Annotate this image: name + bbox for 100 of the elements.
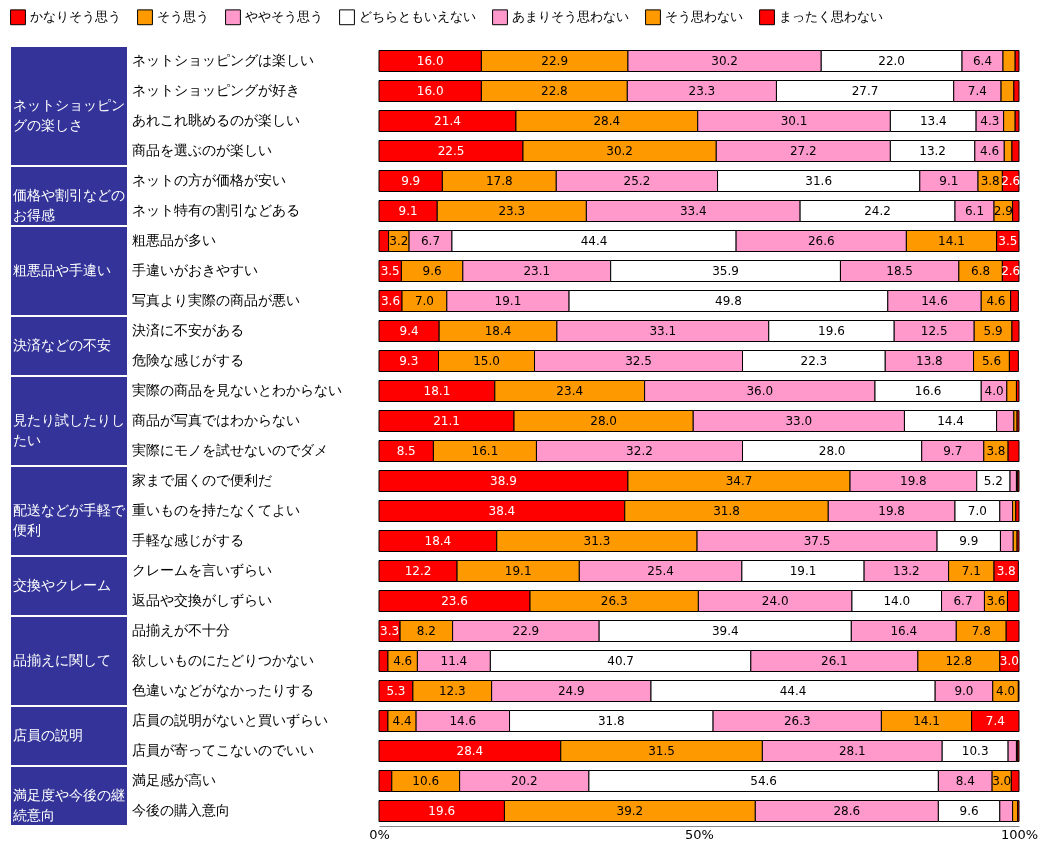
data-label: 3.8 <box>986 444 1006 458</box>
data-label: 20.2 <box>510 774 538 788</box>
data-label: 15.0 <box>473 354 500 368</box>
data-label: 26.3 <box>783 714 811 728</box>
data-label: 23.1 <box>523 264 551 278</box>
y-tick-label: 品揃えが不十分 <box>131 622 230 638</box>
data-label: 11.4 <box>440 654 468 668</box>
data-label: 30.1 <box>780 114 808 128</box>
data-label: 35.9 <box>712 264 739 278</box>
data-label: 19.1 <box>504 564 532 578</box>
legend-label: ややそう思う <box>245 9 323 25</box>
legend-label: そう思う <box>157 9 209 25</box>
legend-label: まったく思わない <box>779 9 883 25</box>
data-label: 14.4 <box>937 414 964 428</box>
data-label: 31.8 <box>713 504 740 518</box>
data-label: 22.5 <box>437 144 465 158</box>
y-tick-label: 店員が寄ってこないのでいい <box>131 742 314 758</box>
data-label: 54.6 <box>750 774 777 788</box>
data-label: 3.0 <box>999 654 1019 668</box>
data-label: 14.6 <box>921 294 948 308</box>
y-tick-label: 商品が写真ではわからない <box>131 412 300 428</box>
text: 粗悪品や手違い <box>13 262 111 278</box>
data-label: 28.4 <box>456 744 484 758</box>
data-label: 24.2 <box>864 204 891 218</box>
text: 価格や割引などのお得感 <box>13 187 125 223</box>
y-tick-label: 写真より実際の商品が悪い <box>131 292 300 308</box>
data-label: 7.4 <box>985 714 1005 728</box>
data-label: 39.4 <box>711 624 739 638</box>
data-label: 3.6 <box>380 294 401 308</box>
text: 決済などの不安 <box>13 337 111 353</box>
data-label: 33.0 <box>785 414 813 428</box>
data-label: 23.6 <box>441 594 468 608</box>
y-tick-label: 店員の説明がないと買いずらい <box>131 712 328 728</box>
data-label: 4.6 <box>393 654 413 668</box>
data-label: 14.0 <box>883 594 911 608</box>
y-tick-label: 今後の購入意向 <box>131 802 230 818</box>
y-tick-label: 手違いがおきやすい <box>131 262 258 278</box>
data-label: 33.1 <box>649 324 677 338</box>
data-label: 6.4 <box>972 54 993 68</box>
data-label: 7.8 <box>971 624 991 638</box>
data-label: 23.3 <box>498 204 526 218</box>
data-label: 23.4 <box>556 384 584 398</box>
data-label: 13.2 <box>893 564 920 578</box>
y-tick-label: クレームを言いずらい <box>131 562 272 578</box>
x-tick-label: 100% <box>1000 826 1039 842</box>
data-label: 2.9 <box>993 204 1013 218</box>
data-label: 14.1 <box>938 234 965 248</box>
data-label: 18.4 <box>484 324 512 338</box>
data-label: 8.2 <box>416 624 436 638</box>
text: 見たり試したりしたい <box>13 412 125 448</box>
data-label: 9.9 <box>959 534 979 548</box>
data-label: 21.4 <box>434 114 461 128</box>
text: 品揃えに関して <box>13 652 111 668</box>
data-label: 30.2 <box>606 144 633 158</box>
data-label: 18.4 <box>424 534 452 548</box>
data-label: 22.9 <box>512 624 540 638</box>
y-tick-label: 返品や交換がしずらい <box>131 592 272 608</box>
legend-label: そう思わない <box>665 9 743 25</box>
data-label: 13.8 <box>916 354 943 368</box>
x-tick-label: 50% <box>685 826 714 842</box>
data-label: 28.1 <box>838 744 866 758</box>
data-label: 18.5 <box>886 264 913 278</box>
data-label: 3.6 <box>986 594 1006 608</box>
data-label: 19.6 <box>428 804 456 818</box>
data-label: 24.9 <box>557 684 585 698</box>
data-label: 7.0 <box>414 294 434 308</box>
data-label: 34.7 <box>725 474 753 488</box>
data-label: 3.8 <box>980 174 1000 188</box>
data-label: 4.0 <box>996 684 1016 698</box>
y-tick-label: 満足感が高い <box>131 772 216 788</box>
data-label: 19.8 <box>900 474 927 488</box>
data-label: 38.4 <box>488 504 516 518</box>
data-label: 31.6 <box>805 174 833 188</box>
data-label: 22.3 <box>800 354 828 368</box>
data-label: 13.2 <box>919 144 946 158</box>
data-label: 16.1 <box>471 444 499 458</box>
data-label: 9.9 <box>401 174 421 188</box>
legend-label: かなりそう思う <box>30 9 121 25</box>
data-label: 26.6 <box>807 234 835 248</box>
data-label: 27.7 <box>851 84 879 98</box>
data-label: 21.1 <box>433 414 460 428</box>
data-label: 3.0 <box>992 774 1012 788</box>
data-label: 49.8 <box>715 294 742 308</box>
data-label: 9.1 <box>939 174 959 188</box>
data-label: 5.3 <box>386 684 406 698</box>
data-label: 44.4 <box>580 234 608 248</box>
data-label: 8.5 <box>396 444 416 458</box>
y-tick-label: ネットショッピングは楽しい <box>131 52 314 68</box>
y-tick-label: ネット特有の割引などある <box>131 202 300 218</box>
data-label: 16.6 <box>914 384 942 398</box>
y-tick-label: 色違いなどがなかったりする <box>131 682 314 698</box>
y-tick-label: ネットの方が価格が安い <box>131 172 286 188</box>
y-tick-label: 決済に不安がある <box>131 322 244 338</box>
data-label: 16.0 <box>416 54 444 68</box>
data-label: 33.4 <box>679 204 707 218</box>
data-label: 14.6 <box>449 714 477 728</box>
y-tick-label: 家まで届くので便利だ <box>131 472 272 488</box>
data-label: 25.2 <box>623 174 651 188</box>
data-label: 25.4 <box>647 564 674 578</box>
data-label: 12.2 <box>404 564 432 578</box>
